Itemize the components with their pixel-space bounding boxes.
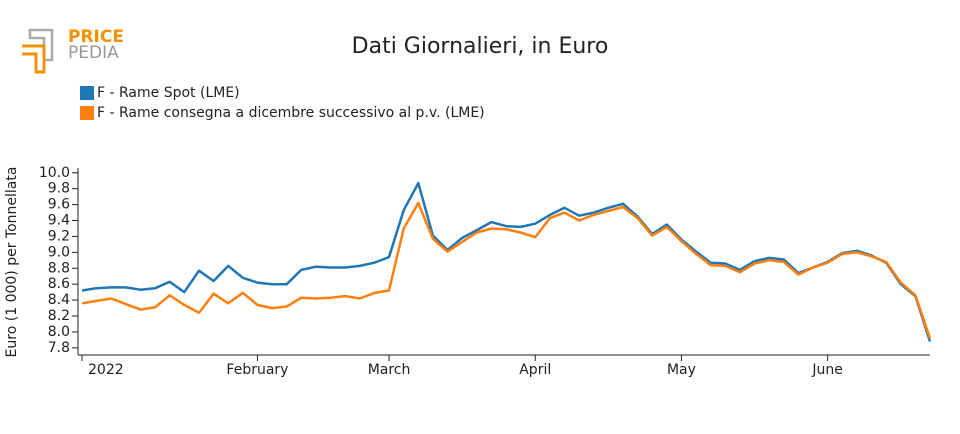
y-tick-label: 7.8 <box>48 340 70 356</box>
x-tick-label: April <box>519 362 551 378</box>
y-tick-label: 10.0 <box>39 165 70 181</box>
x-tick-label: 2022 <box>88 362 124 378</box>
y-tick-label: 9.8 <box>48 181 70 197</box>
x-tick-label: March <box>368 362 411 378</box>
x-tick-label: May <box>667 362 696 378</box>
x-tick-label: June <box>811 362 843 378</box>
y-axis-label: Euro (1 000) per Tonnellata <box>4 167 20 358</box>
y-tick-label: 9.2 <box>48 228 70 244</box>
y-tick-label: 9.0 <box>48 244 70 260</box>
x-tick-label: February <box>226 362 288 378</box>
series-line <box>81 181 932 342</box>
legend-swatch <box>80 106 94 120</box>
series-line <box>81 201 932 339</box>
y-tick-label: 9.4 <box>48 213 70 229</box>
y-tick-label: 8.4 <box>48 292 70 308</box>
y-tick-label: 8.8 <box>48 260 70 276</box>
chart-title: Dati Giornalieri, in Euro <box>352 34 609 59</box>
logo-mark <box>22 44 46 74</box>
legend-swatch <box>80 86 94 100</box>
legend-label: F - Rame Spot (LME) <box>97 85 240 101</box>
logo-text: PRICE <box>68 27 124 47</box>
y-tick-label: 8.2 <box>48 308 70 324</box>
y-tick-label: 8.0 <box>48 324 70 340</box>
logo-text: PEDIA <box>68 43 119 63</box>
y-tick-label: 8.6 <box>48 276 70 292</box>
y-tick-label: 9.6 <box>48 197 70 213</box>
logo: PRICE PEDIA <box>22 27 124 74</box>
legend-label: F - Rame consegna a dicembre successivo … <box>97 105 485 121</box>
